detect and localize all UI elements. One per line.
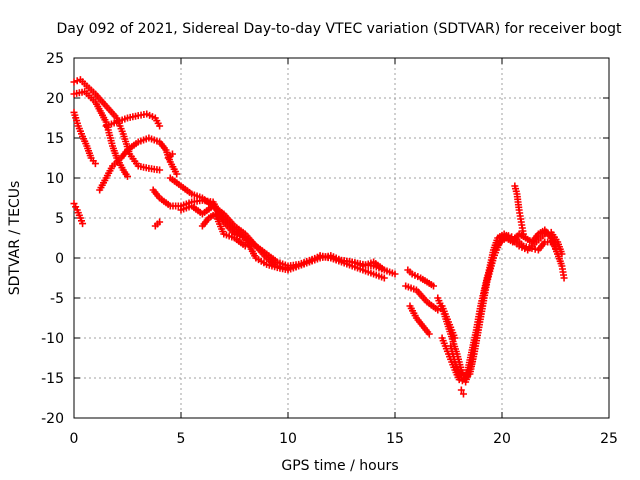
series-track-l bbox=[164, 150, 176, 162]
data-point bbox=[391, 270, 399, 278]
x-axis-title: GPS time / hours bbox=[281, 458, 398, 474]
x-tick-label: 15 bbox=[386, 431, 404, 447]
y-tick-label: -5 bbox=[50, 291, 64, 307]
data-point bbox=[560, 274, 568, 282]
data-point bbox=[554, 250, 562, 258]
data-point bbox=[124, 172, 131, 180]
data-point bbox=[430, 282, 438, 290]
series-track-i bbox=[198, 210, 249, 250]
data-point bbox=[73, 77, 81, 85]
data-point bbox=[459, 390, 467, 398]
data-point bbox=[519, 230, 527, 238]
y-tick-label: 10 bbox=[46, 171, 64, 187]
series-track-r bbox=[447, 226, 562, 382]
series-track-j bbox=[151, 218, 164, 230]
data-point bbox=[380, 274, 388, 282]
y-axis: -20 -15 -10 -5 0 5 10 15 20 25 bbox=[41, 51, 609, 427]
series-track-h bbox=[177, 202, 399, 278]
series-track-e bbox=[102, 110, 164, 130]
data-points bbox=[70, 76, 568, 398]
data-point bbox=[168, 150, 176, 158]
data-point bbox=[156, 166, 164, 174]
series-track-k bbox=[70, 200, 87, 228]
y-tick-label: -15 bbox=[41, 371, 64, 387]
series-track-s bbox=[457, 386, 467, 398]
data-point bbox=[173, 170, 181, 178]
y-tick-label: 25 bbox=[46, 51, 64, 67]
data-point bbox=[156, 122, 164, 130]
data-point bbox=[425, 330, 433, 338]
series-track-t bbox=[511, 182, 527, 238]
y-tick-label: 0 bbox=[55, 251, 64, 267]
y-tick-label: 5 bbox=[55, 211, 64, 227]
series-track-n bbox=[406, 302, 433, 338]
y-tick-label: 20 bbox=[46, 91, 64, 107]
x-axis: 0 5 10 15 20 25 bbox=[70, 58, 618, 447]
data-point bbox=[451, 334, 459, 342]
data-point bbox=[79, 220, 87, 228]
series-track-u bbox=[438, 302, 459, 342]
data-point bbox=[241, 242, 249, 250]
data-point bbox=[91, 160, 99, 168]
series-track-d bbox=[96, 134, 181, 194]
data-point bbox=[70, 78, 78, 86]
plot-frame bbox=[73, 57, 610, 419]
data-point bbox=[156, 218, 164, 226]
y-tick-label: 15 bbox=[46, 131, 64, 147]
series-track-o bbox=[404, 266, 438, 290]
series-track-c bbox=[70, 88, 131, 180]
x-tick-label: 0 bbox=[70, 431, 79, 447]
y-axis-title: SDTVAR / TECUs bbox=[7, 181, 23, 296]
x-tick-label: 25 bbox=[600, 431, 618, 447]
chart-title: Day 092 of 2021, Sidereal Day-to-day VTE… bbox=[56, 21, 622, 37]
y-tick-label: -10 bbox=[41, 331, 64, 347]
y-tick-label: -20 bbox=[41, 411, 64, 427]
series-track-a bbox=[70, 108, 99, 168]
series-track-b bbox=[70, 76, 164, 174]
data-point bbox=[457, 386, 465, 394]
x-tick-label: 20 bbox=[493, 431, 511, 447]
x-tick-label: 10 bbox=[279, 431, 297, 447]
x-tick-label: 5 bbox=[177, 431, 186, 447]
data-point bbox=[434, 306, 442, 314]
series-track-m bbox=[402, 282, 442, 314]
